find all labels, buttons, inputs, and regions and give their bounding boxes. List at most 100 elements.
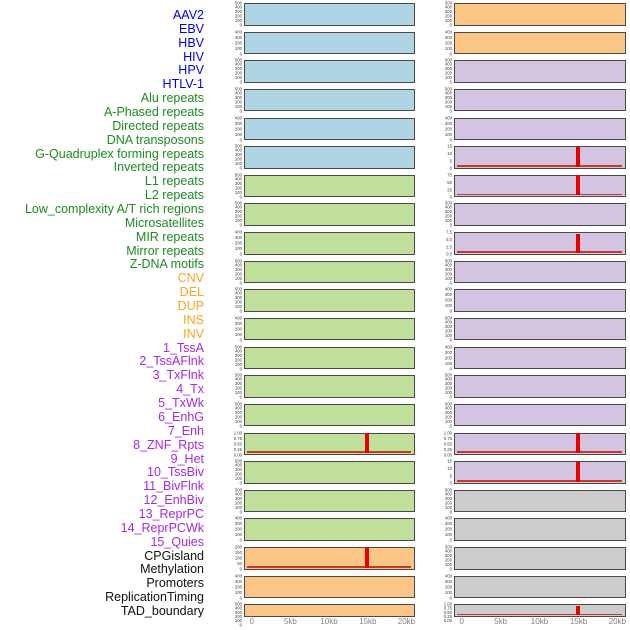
y-tick-label: 400 xyxy=(234,491,242,497)
y-tick-label: 300 xyxy=(234,9,242,15)
track-label: Methylation xyxy=(140,562,204,577)
track-label: HPV xyxy=(178,63,204,78)
y-tick-label: 500 xyxy=(234,401,242,407)
y-tick-label: 5.0 xyxy=(446,237,452,242)
y-tick-label: 300 xyxy=(444,34,452,40)
y-tick-label: 300 xyxy=(234,295,242,301)
y-tick-label: 100 xyxy=(234,218,242,224)
track-row: 15 10 5 0 xyxy=(418,458,626,487)
y-tick-label: 300 xyxy=(444,496,452,501)
track-panel xyxy=(244,461,415,484)
track-label: 10_TssBiv xyxy=(147,465,204,480)
y-tick-label: 100 xyxy=(444,75,452,81)
y-axis-ticks: 500 400 300 200 100 0 xyxy=(419,488,452,514)
y-tick-label: 100 xyxy=(234,332,242,337)
track-row: 500 400 300 200 100 0 xyxy=(208,458,415,487)
y-axis-ticks: 500 400 300 200 100 0 xyxy=(419,545,452,571)
y-tick-label: 100 xyxy=(444,45,452,51)
y-tick-label: 500 xyxy=(444,0,452,6)
track-label: TAD_boundary xyxy=(120,603,204,618)
y-tick-label: 400 xyxy=(444,262,452,268)
track-panel xyxy=(454,375,626,398)
y-tick-label: 5 xyxy=(449,158,452,164)
plot-column-right: 500 400 300 200 100 0 400 300 200 100 0 500 400 300 20… xyxy=(418,0,626,630)
y-axis-ticks: 400 300 200 100 0 xyxy=(419,516,452,542)
track-label: HIV xyxy=(183,49,204,64)
y-tick-label: 200 xyxy=(444,557,452,563)
track-row: 500 400 300 200 100 0 xyxy=(418,57,626,86)
track-panel xyxy=(244,88,415,112)
track-row: 500 400 300 200 100 0 xyxy=(418,487,626,516)
y-tick-label: 300 xyxy=(234,181,242,186)
y-tick-label: 400 xyxy=(444,549,452,554)
track-panel xyxy=(454,60,626,83)
y-tick-label: 500 xyxy=(234,372,242,378)
y-tick-label: 100 xyxy=(444,18,452,24)
y-tick-label: 100 xyxy=(234,104,242,109)
track-panel xyxy=(454,604,626,618)
x-tick-label: 0 xyxy=(459,617,464,626)
y-tick-label: 0.0 xyxy=(446,251,452,257)
y-axis-ticks: 400 300 200 100 0 xyxy=(419,573,452,600)
track-label: 6_EnhG xyxy=(158,409,204,424)
track-label: Alu repeats xyxy=(140,91,204,106)
y-tick-label: 0 xyxy=(239,595,242,601)
track-panel xyxy=(244,232,415,255)
y-tick-label: 0 xyxy=(239,80,242,85)
track-label: DEL xyxy=(179,285,204,300)
track-panel xyxy=(244,260,415,284)
track-label: A-Phased repeats xyxy=(103,105,204,120)
y-tick-label: 50 xyxy=(447,179,452,185)
track-row: 500 400 300 200 100 0 xyxy=(208,601,415,630)
track-panel xyxy=(454,432,626,456)
signal-baseline xyxy=(457,480,622,482)
track-row: 400 300 200 100 0 xyxy=(208,229,415,258)
x-axis-right: 0 5kb 10kb 15kb 20kb xyxy=(454,617,627,630)
track-panel xyxy=(454,3,626,26)
track-label: HBV xyxy=(178,35,204,50)
y-tick-label: 0 xyxy=(239,423,242,429)
y-tick-label: 300 xyxy=(444,578,452,584)
y-tick-label: 200 xyxy=(444,500,452,506)
y-tick-label: 200 xyxy=(234,300,242,305)
track-panel xyxy=(454,575,626,599)
y-tick-label: 100 xyxy=(234,476,242,482)
y-tick-label: 100 xyxy=(234,505,242,510)
y-axis-ticks: 500 400 300 200 100 0 xyxy=(209,373,242,399)
y-tick-label: 100 xyxy=(444,333,452,339)
signal-baseline xyxy=(457,193,622,196)
y-tick-label: 100 xyxy=(234,75,242,81)
y-tick-label: 0 xyxy=(449,309,452,314)
y-axis-ticks: 500 400 300 200 100 0 xyxy=(209,287,242,313)
track-row: 400 300 200 100 0 xyxy=(418,286,626,315)
y-tick-label: 100 xyxy=(234,276,242,281)
y-tick-label: 300 xyxy=(444,9,452,15)
track-row: 500 400 300 200 100 0 xyxy=(208,372,415,401)
y-tick-label: 300 xyxy=(234,578,242,584)
y-tick-label: 300 xyxy=(444,95,452,101)
signal-baseline xyxy=(457,451,622,454)
track-label: INV xyxy=(183,326,204,341)
y-tick-label: 200 xyxy=(234,544,242,550)
y-tick-label: 100 xyxy=(444,218,452,224)
y-tick-label: 0 xyxy=(449,566,452,572)
y-axis-ticks: 400 300 200 100 0 xyxy=(419,29,452,56)
y-tick-label: 300 xyxy=(234,66,242,72)
track-label: 13_ReprPC xyxy=(138,506,204,521)
y-tick-label: 1.00 xyxy=(443,430,452,435)
track-row: 500 400 300 200 100 0 xyxy=(208,344,415,373)
track-label: 5_TxWk xyxy=(158,396,204,411)
y-tick-label: 200 xyxy=(234,99,242,105)
y-tick-label: 100 xyxy=(234,45,242,51)
x-tick-label: 20kb xyxy=(397,617,416,626)
y-tick-label: 200 xyxy=(234,157,242,162)
y-tick-label: 0 xyxy=(239,366,242,372)
track-row: 400 300 200 100 0 xyxy=(418,344,626,373)
track-panel xyxy=(454,31,626,55)
y-tick-label: 10 xyxy=(447,151,452,156)
y-tick-label: 100 xyxy=(234,131,242,137)
y-tick-label: 500 xyxy=(234,487,242,493)
y-axis-ticks: 500 400 300 200 100 0 xyxy=(209,58,242,84)
y-tick-label: 100 xyxy=(234,190,242,195)
